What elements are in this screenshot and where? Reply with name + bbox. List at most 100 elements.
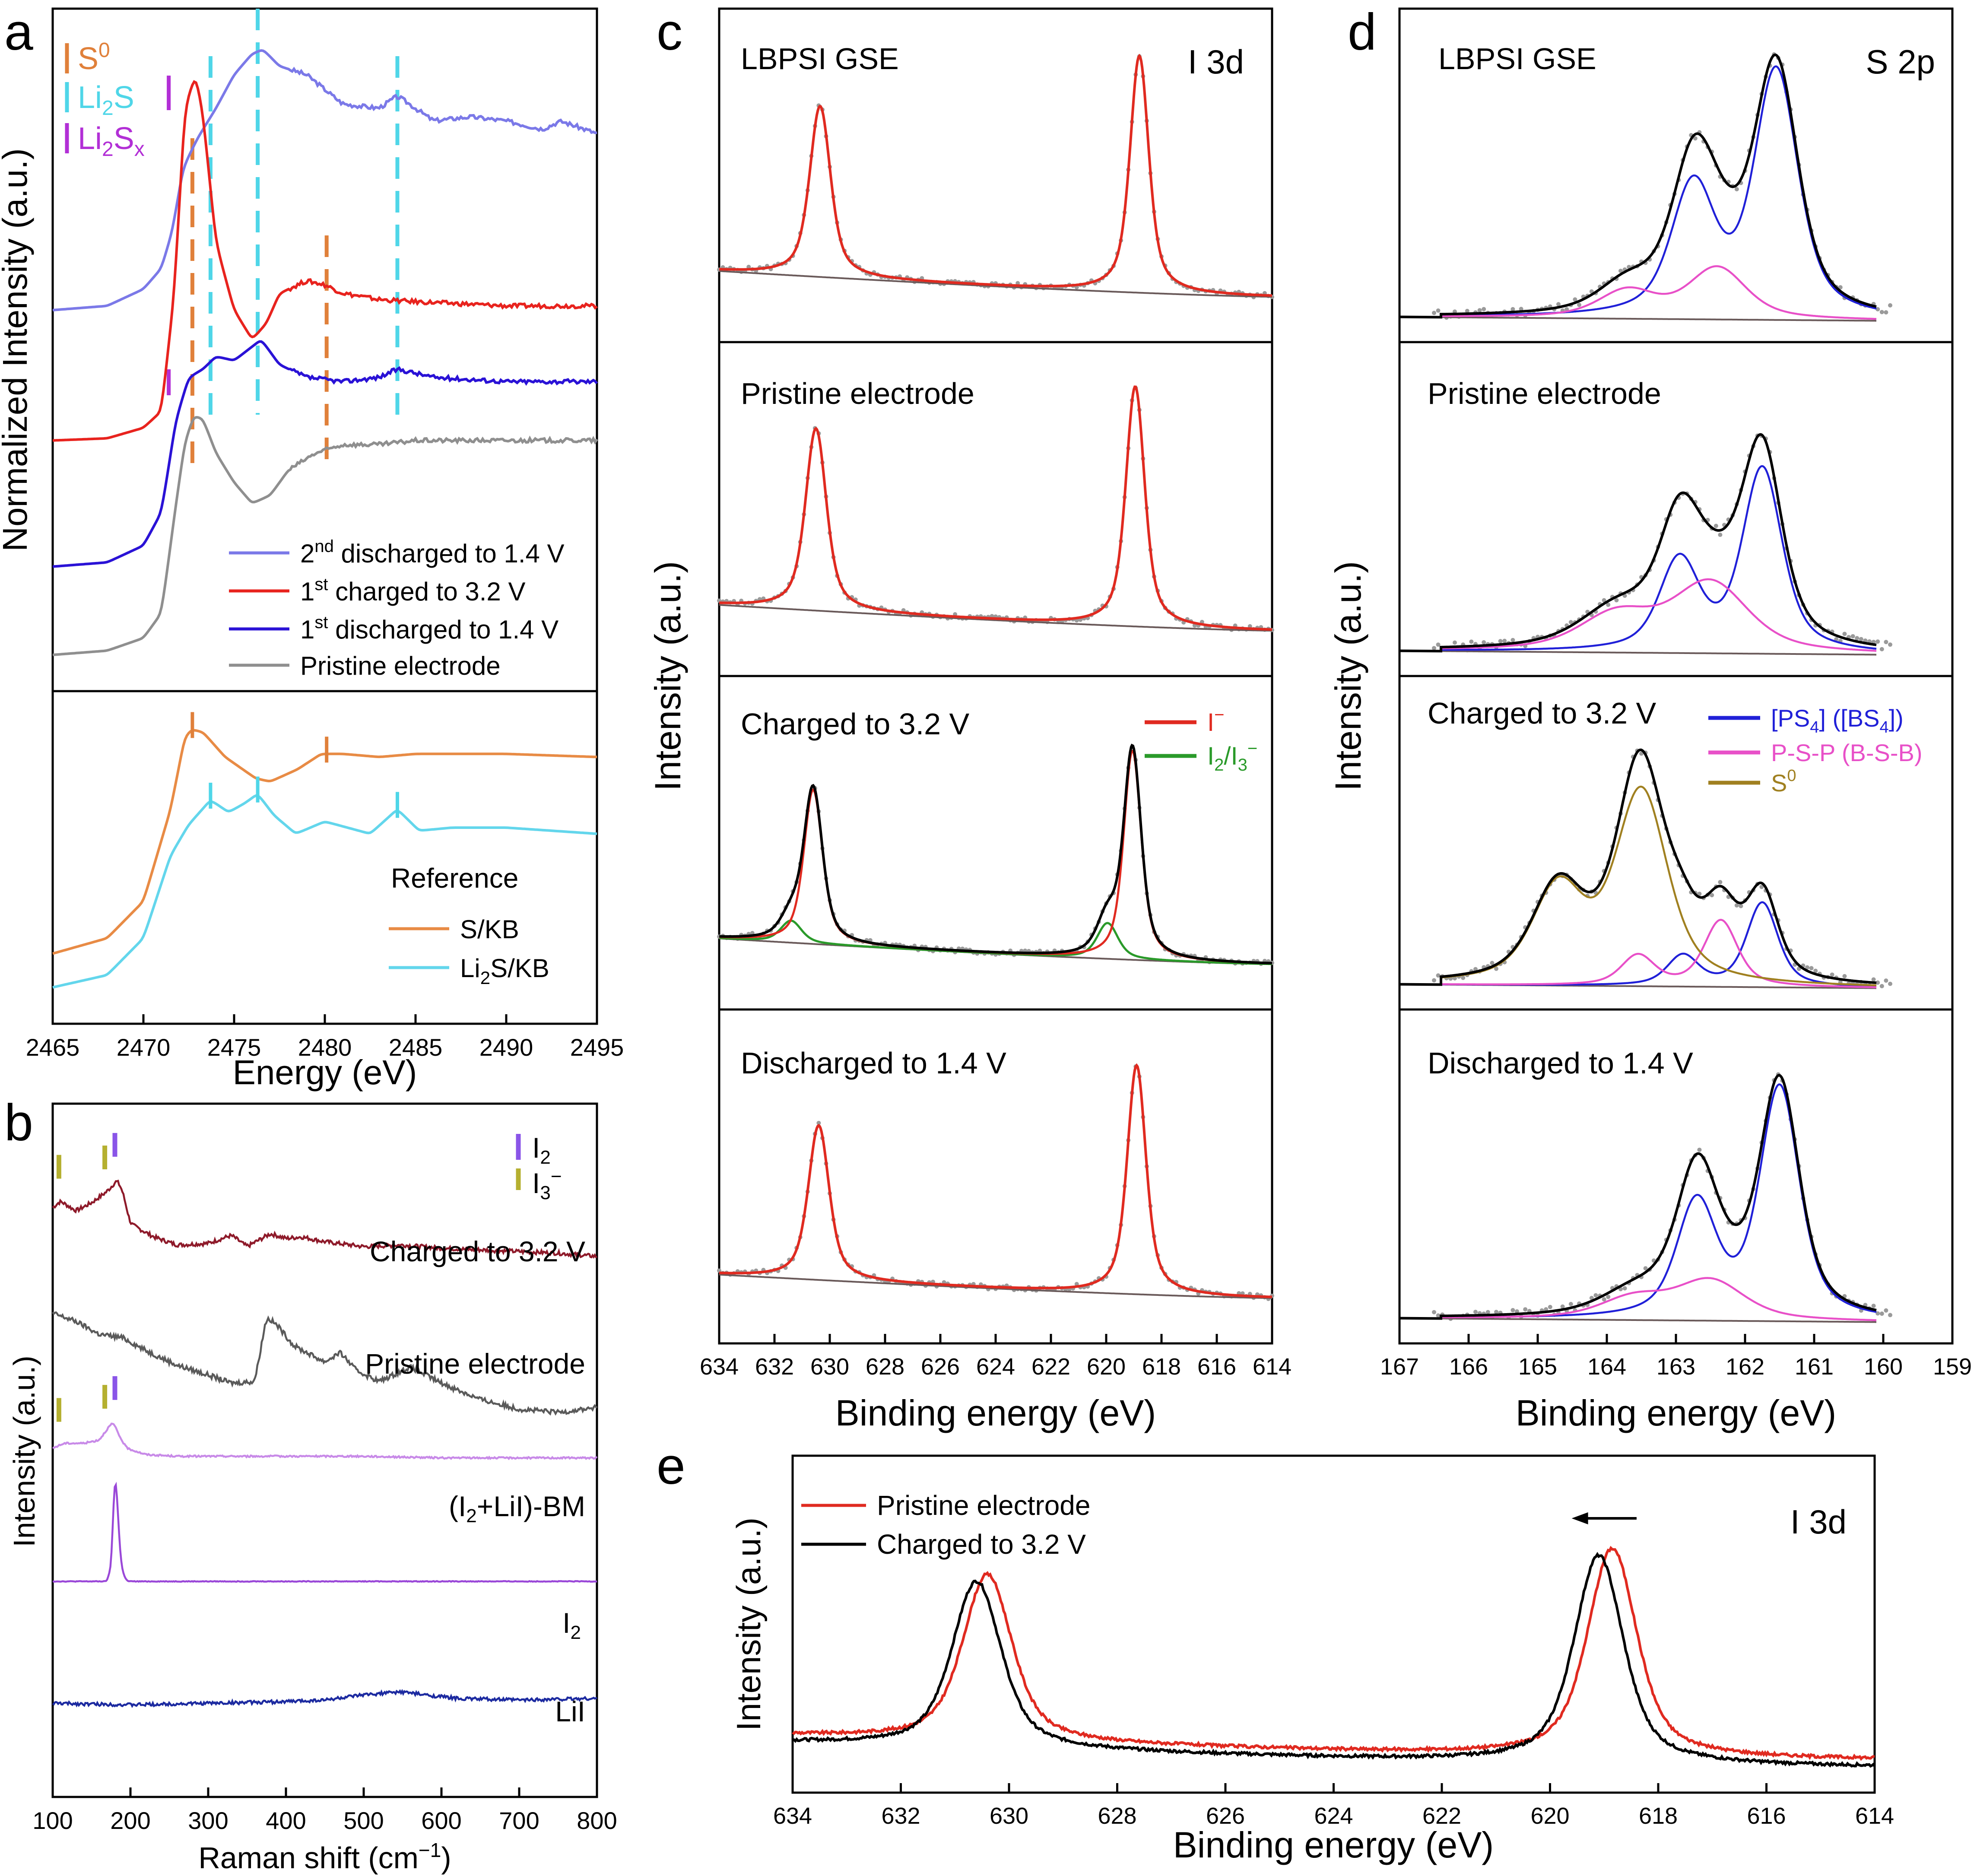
d-data-point: [1714, 524, 1718, 528]
d-data-point: [1875, 980, 1880, 985]
d-data-point: [1519, 307, 1523, 311]
legend-label-ps4: [PS4] ([BS4]): [1771, 705, 1904, 736]
x-tick-label: 614: [1253, 1354, 1292, 1380]
b-label-lii: LiI: [555, 1695, 585, 1727]
d-data-point: [1759, 885, 1764, 889]
d-data-point: [1813, 968, 1818, 973]
d-data-point: [1622, 1286, 1627, 1291]
d-data-point: [1888, 642, 1892, 647]
x-tick-label: 600: [421, 1807, 461, 1834]
a-reference-marks: [167, 9, 400, 464]
panel-letter-a: a: [4, 3, 33, 61]
x-tick-label: 200: [110, 1807, 150, 1834]
x-tick-label: 634: [773, 1803, 812, 1829]
b-series-line: [52, 1482, 597, 1583]
d-data-point: [1602, 1297, 1606, 1302]
b-series-line: [52, 1422, 598, 1460]
d-data-point: [1697, 1147, 1702, 1152]
x-tick-label: 100: [32, 1807, 73, 1834]
d-data-point: [1643, 1266, 1648, 1271]
d-data-point: [1618, 269, 1623, 273]
x-tick-label: 162: [1726, 1354, 1764, 1380]
a-y-axis-label: Normalized Intensity (a.u.): [0, 148, 34, 552]
legend-label-s0: S0: [1771, 767, 1796, 797]
d-data-point: [1589, 1295, 1594, 1300]
b-peak-marks: [56, 1133, 117, 1422]
panel-a: a S0 Li2S Li2Sx 2nd discharged to 1.4 V …: [0, 3, 624, 1092]
panel-d: d LBPSI GSE S 2p Pristine electrode Char…: [1328, 3, 1972, 1433]
legend-label-s-kb: S/KB: [460, 915, 519, 944]
x-tick-label: 630: [810, 1354, 849, 1380]
d-data-point: [1888, 303, 1892, 308]
d-data-point: [1875, 1311, 1880, 1316]
e-x-axis-ticks: 634 632 630 628 626 624 622 620 618 616 614: [773, 1783, 1894, 1829]
legend-label-first-discharged: 1st discharged to 1.4 V: [300, 613, 559, 644]
x-tick-label: 500: [343, 1807, 384, 1834]
x-tick-label: 2480: [298, 1034, 352, 1061]
d-component-line: [1441, 265, 1877, 320]
d-data-point: [1469, 639, 1474, 644]
c-fit-line: [719, 385, 1273, 631]
d-envelope-line: [1399, 1074, 1877, 1320]
b-x-axis-ticks: 100 200 300 400 500 600 700 800: [32, 1787, 617, 1834]
d-data-point: [1809, 966, 1814, 971]
b-y-axis-label: Intensity (a.u.): [7, 1355, 41, 1547]
panel-b-frame: [51, 1102, 598, 1798]
d-data-point: [1498, 639, 1503, 644]
d-component-line: [1441, 465, 1877, 651]
d-background-line: [1441, 316, 1876, 322]
e-y-axis-label: Intensity (a.u.): [730, 1517, 768, 1731]
c-x-axis-ticks: 634 632 630 628 626 624 622 620 618 616 614: [700, 1334, 1292, 1380]
d-envelope-line: [1399, 748, 1877, 986]
x-tick-label: 632: [755, 1354, 794, 1380]
x-tick-label: 614: [1855, 1803, 1894, 1829]
d-data-point: [1560, 1304, 1565, 1309]
x-tick-label: 700: [499, 1807, 539, 1834]
d-data-point: [1515, 1309, 1519, 1314]
d-data-point: [1577, 302, 1581, 307]
d-data-point: [1461, 975, 1466, 980]
d-label-pristine: Pristine electrode: [1428, 377, 1661, 410]
d-data-point: [1523, 1307, 1528, 1312]
d-data-point: [1494, 1310, 1498, 1314]
d-data-point: [1875, 639, 1880, 644]
a-series-line: [52, 49, 597, 311]
x-tick-label: 622: [1422, 1803, 1461, 1829]
x-tick-label: 626: [1206, 1803, 1245, 1829]
c-spectra: [717, 54, 1274, 1301]
x-tick-label: 160: [1864, 1354, 1903, 1380]
d-component-line: [1441, 785, 1876, 987]
d-data-point: [1473, 1310, 1478, 1314]
c-fit-line: [719, 1063, 1273, 1298]
e-x-axis-label: Binding energy (eV): [1173, 1825, 1494, 1865]
d-data-point: [1482, 640, 1486, 644]
d-data-point: [1842, 632, 1847, 636]
x-tick-label: 624: [1314, 1803, 1353, 1829]
d-data-point: [1734, 903, 1739, 908]
b-label-charged: Charged to 3.2 V: [370, 1235, 585, 1267]
x-tick-label: 167: [1380, 1354, 1419, 1380]
x-tick-label: 800: [577, 1807, 617, 1834]
panel-e: e Pristine electrode Charged to 3.2 V I …: [657, 1437, 1894, 1865]
panel-c: c LBPSI GSE I 3d Pristine electrode Char…: [647, 3, 1292, 1433]
d-data-point: [1888, 1313, 1892, 1317]
legend-label-i-minus: I−: [1207, 705, 1224, 736]
b-series-line: [52, 1311, 598, 1416]
reference-title: Reference: [391, 863, 518, 894]
d-x-axis-label: Binding energy (eV): [1516, 1393, 1836, 1433]
d-data-point: [1436, 973, 1441, 978]
panel-letter-d: d: [1348, 3, 1377, 61]
c-label-discharged: Discharged to 1.4 V: [741, 1046, 1006, 1080]
x-tick-label: 400: [266, 1807, 306, 1834]
d-data-point: [1879, 1311, 1884, 1316]
li2s-legend-label: Li2S: [78, 80, 134, 120]
x-tick-label: 161: [1795, 1354, 1834, 1380]
x-tick-label: 632: [881, 1803, 920, 1829]
d-data-point: [1511, 638, 1515, 642]
d-data-point: [1875, 307, 1880, 311]
x-tick-label: 620: [1530, 1803, 1569, 1829]
x-tick-label: 163: [1656, 1354, 1695, 1380]
a-series-legend: 2nd discharged to 1.4 V 1st charged to 3…: [229, 537, 565, 680]
d-data-point: [1482, 307, 1486, 311]
legend-label-li2s-kb: Li2S/KB: [460, 954, 549, 988]
